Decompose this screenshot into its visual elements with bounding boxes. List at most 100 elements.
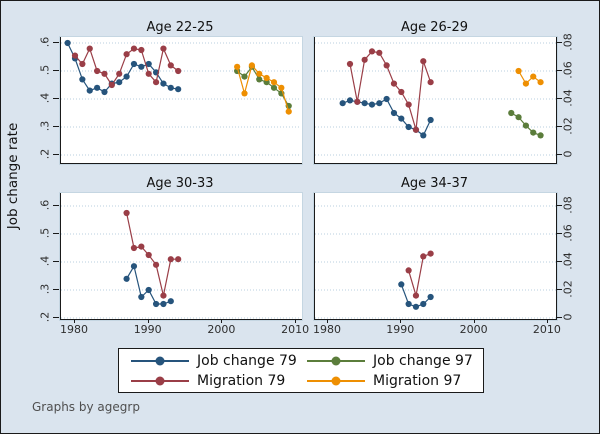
legend-item-migration-97: Migration 97 [301,372,477,390]
data-point-navy [368,101,376,108]
panel-plot-age-22-25 [59,36,303,165]
data-point-orange [537,79,544,86]
left-axis-tick-label: .5 [38,227,52,239]
data-point-navy [175,86,182,93]
panel-plot-age-30-33 [59,192,303,321]
left-axis-tick [53,288,59,290]
data-point-navy [101,88,108,96]
x-axis-tick [473,319,475,323]
x-axis-tick-label: 2000 [207,323,236,336]
data-point-navy [79,76,86,83]
legend-dot [155,356,165,365]
data-point-maroon [405,267,412,274]
legend-dot [155,376,165,385]
data-point-orange [256,70,263,77]
data-point-navy [383,95,390,103]
data-point-navy [86,87,93,94]
data-point-orange [263,74,270,82]
right-axis-tick [556,260,562,262]
data-point-maroon [71,52,79,59]
right-axis-tick-label: .08 [561,196,575,214]
data-point-maroon [354,98,361,105]
data-point-maroon [160,45,167,52]
data-point-navy [339,100,346,107]
data-point-maroon [405,101,412,108]
left-axis-tick [53,125,59,127]
data-point-orange [522,80,530,87]
data-point-navy [398,281,405,288]
left-axis-tick [53,232,59,234]
panel-title-age-34-37: Age 34-37 [400,176,469,191]
x-axis-tick [221,319,223,323]
x-axis-tick [327,319,328,323]
data-point-maroon [412,292,420,299]
right-axis-tick [556,69,562,71]
data-point-maroon [123,209,130,217]
data-point-navy [390,109,398,117]
left-axis-tick-label: .4 [38,255,52,267]
right-axis-tick-label: .02 [561,117,575,135]
data-point-navy [145,286,152,294]
data-point-maroon [175,256,182,263]
legend-marker-job-change-79 [131,356,189,365]
left-axis-tick [53,41,59,43]
data-point-maroon [160,292,167,299]
right-axis-tick-label: .02 [561,280,575,298]
series-line-maroon [126,212,179,296]
data-point-navy [167,298,174,305]
right-axis-tick [556,316,562,318]
data-point-navy [346,97,354,104]
series-line-maroon [408,253,431,296]
data-point-green [508,109,515,117]
data-point-maroon [175,67,182,75]
right-axis-tick [556,288,562,290]
data-point-green [270,84,278,91]
left-axis-tick-label: .6 [38,36,52,48]
data-point-navy [167,84,174,91]
data-point-maroon [376,49,383,56]
data-point-maroon [123,51,130,58]
left-axis-tick-label: .2 [38,311,52,323]
data-point-maroon [130,244,138,252]
panel-title-age-26-29: Age 26-29 [400,20,469,35]
data-point-maroon [420,58,427,65]
x-axis-tick [295,319,297,323]
legend-label: Job change 79 [197,352,297,369]
data-point-navy [130,60,138,68]
x-axis-tick-label: 1980 [313,323,341,336]
chart-canvas [314,37,557,164]
data-point-green [530,129,537,136]
legend: Job change 79 Job change 97 Migration 79… [118,348,484,393]
left-axis-tick-label: .4 [38,92,52,104]
data-point-orange [241,90,248,97]
left-axis-tick [53,69,59,71]
data-point-maroon [167,62,174,69]
left-axis-tick [53,316,59,318]
x-axis-tick-label: 1980 [60,323,88,336]
data-point-navy [398,115,405,122]
data-point-maroon [152,79,160,86]
right-axis-tick [556,204,562,206]
x-axis-tick [147,319,149,323]
data-point-maroon [361,56,368,63]
data-point-navy [427,293,434,301]
data-point-maroon [398,88,405,96]
chart-canvas [314,193,557,320]
data-point-orange [530,73,537,80]
data-point-maroon [138,46,145,54]
left-axis-tick-label: .3 [38,283,52,295]
right-axis-tick-label: 0 [561,313,575,321]
legend-marker-job-change-97 [307,356,365,365]
data-point-navy [160,80,167,87]
data-point-maroon [427,79,434,86]
left-axis-tick [53,204,59,206]
panel-title-age-22-25: Age 22-25 [146,20,214,35]
data-point-maroon [368,48,376,55]
data-point-navy [405,123,412,131]
data-point-maroon [94,67,101,75]
left-axis-tick [53,260,59,262]
data-point-green [241,73,248,80]
panel-plot-age-34-37 [313,192,558,321]
right-axis-tick [556,41,562,43]
data-point-maroon [346,60,354,68]
